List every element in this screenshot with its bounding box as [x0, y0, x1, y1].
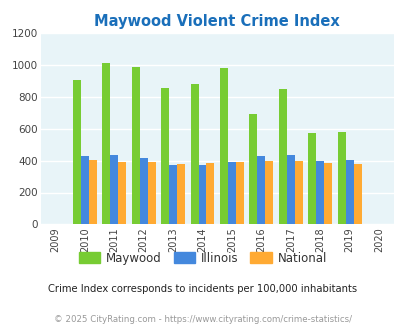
- Bar: [315, 161, 324, 224]
- Bar: [337, 132, 345, 224]
- Legend: Maywood, Illinois, National: Maywood, Illinois, National: [74, 247, 331, 269]
- Bar: [294, 161, 302, 224]
- Bar: [353, 164, 361, 224]
- Bar: [235, 162, 243, 224]
- Bar: [220, 68, 227, 224]
- Bar: [89, 160, 96, 224]
- Bar: [227, 162, 235, 224]
- Bar: [249, 115, 257, 224]
- Bar: [345, 160, 353, 224]
- Bar: [131, 67, 139, 224]
- Bar: [161, 88, 168, 224]
- Bar: [81, 156, 89, 224]
- Bar: [118, 162, 126, 224]
- Bar: [139, 158, 147, 224]
- Bar: [265, 161, 273, 224]
- Bar: [324, 163, 331, 224]
- Title: Maywood Violent Crime Index: Maywood Violent Crime Index: [94, 14, 339, 29]
- Bar: [286, 154, 294, 224]
- Bar: [168, 165, 177, 224]
- Bar: [257, 156, 265, 224]
- Bar: [198, 165, 206, 224]
- Bar: [110, 155, 118, 224]
- Bar: [177, 164, 185, 224]
- Text: Crime Index corresponds to incidents per 100,000 inhabitants: Crime Index corresponds to incidents per…: [48, 284, 357, 294]
- Bar: [72, 80, 81, 224]
- Text: © 2025 CityRating.com - https://www.cityrating.com/crime-statistics/: © 2025 CityRating.com - https://www.city…: [54, 315, 351, 324]
- Bar: [147, 162, 155, 224]
- Bar: [206, 163, 214, 224]
- Bar: [190, 84, 198, 224]
- Bar: [307, 133, 315, 224]
- Bar: [102, 63, 110, 224]
- Bar: [278, 89, 286, 224]
